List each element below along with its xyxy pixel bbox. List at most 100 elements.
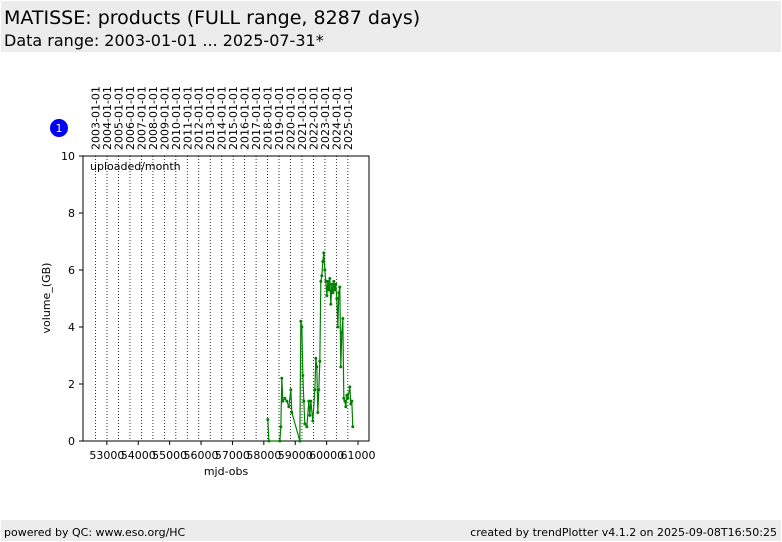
year-label: 2016-01-01: [239, 86, 252, 150]
y-tick-label: 8: [68, 207, 75, 220]
data-point: [299, 319, 303, 323]
x-tick-label: 60000: [309, 449, 344, 462]
x-tick-label: 55000: [152, 449, 187, 462]
year-label: 2012-01-01: [193, 86, 206, 150]
data-point: [351, 425, 355, 429]
year-label: 2020-01-01: [284, 86, 297, 150]
data-point: [344, 405, 348, 409]
y-tick-label: 6: [68, 264, 75, 277]
x-tick-label: 57000: [215, 449, 250, 462]
x-tick-label: 56000: [184, 449, 219, 462]
data-point: [266, 418, 270, 422]
year-label: 2022-01-01: [307, 86, 320, 150]
badge-label[interactable]: 1: [56, 122, 63, 135]
data-point: [327, 288, 331, 292]
data-point: [317, 388, 321, 392]
data-point: [348, 385, 352, 389]
year-label: 2021-01-01: [296, 86, 309, 150]
data-point: [316, 411, 320, 414]
data-point: [331, 291, 335, 295]
page-title: MATISSE: products (FULL range, 8287 days…: [4, 7, 420, 29]
data-point: [319, 279, 323, 283]
data-point: [345, 393, 349, 397]
y-tick-label: 2: [68, 378, 75, 391]
y-tick-label: 10: [61, 150, 75, 163]
data-point: [328, 277, 332, 281]
x-axis-label: mjd-obs: [204, 465, 249, 478]
data-point: [333, 288, 337, 292]
data-point: [325, 294, 329, 298]
year-label: 2023-01-01: [319, 86, 332, 150]
data-point: [287, 405, 291, 409]
year-label: 2025-01-01: [342, 86, 355, 150]
footer-band: [1, 520, 781, 541]
data-point: [303, 422, 307, 426]
data-point: [302, 399, 306, 403]
data-point: [350, 399, 354, 403]
data-point: [332, 279, 336, 283]
x-tick-label: 54000: [121, 449, 156, 462]
data-point: [280, 376, 284, 380]
year-label: 2009-01-01: [158, 86, 171, 150]
data-point: [313, 388, 317, 392]
footer-right: created by trendPlotter v4.1.2 on 2025-0…: [470, 526, 777, 539]
data-point: [322, 251, 326, 255]
data-point: [330, 282, 334, 286]
data-point: [318, 359, 322, 363]
year-label: 2013-01-01: [204, 86, 217, 150]
data-point: [337, 291, 341, 295]
data-point: [323, 268, 327, 272]
year-label: 2024-01-01: [330, 86, 343, 150]
data-point: [336, 325, 340, 329]
data-point: [285, 399, 289, 403]
data-point: [329, 302, 333, 306]
series-line: [267, 252, 354, 442]
y-axis-label: volume_(GB): [40, 263, 53, 334]
data-point: [342, 396, 346, 400]
data-point: [340, 331, 344, 335]
data-point: [335, 297, 339, 300]
data-point: [279, 425, 283, 429]
year-label: 2017-01-01: [250, 86, 263, 150]
footer-left: powered by QC: www.eso.org/HC: [4, 526, 186, 539]
x-tick-label: 53000: [89, 449, 124, 462]
year-label: 2018-01-01: [262, 86, 275, 150]
data-point: [298, 439, 302, 443]
data-point: [311, 419, 315, 423]
x-tick-label: 61000: [341, 449, 376, 462]
year-label: 2008-01-01: [147, 86, 160, 150]
data-point: [346, 396, 350, 400]
year-label: 2011-01-01: [181, 86, 194, 150]
y-tick-label: 4: [68, 321, 75, 334]
x-tick-label: 58000: [246, 449, 281, 462]
data-point: [339, 365, 343, 369]
data-point: [326, 279, 330, 283]
annotation: uploaded/month: [90, 160, 181, 173]
data-point: [305, 425, 309, 429]
year-label: 2003-01-01: [90, 86, 103, 150]
data-point: [278, 439, 282, 443]
data-point: [267, 439, 271, 443]
data-point: [343, 399, 347, 403]
x-tick-label: 59000: [278, 449, 313, 462]
data-point: [334, 282, 338, 286]
badge[interactable]: [50, 119, 68, 137]
data-point: [281, 399, 285, 403]
data-point: [300, 325, 304, 329]
data-point: [283, 396, 287, 400]
data-point: [290, 411, 294, 414]
data-point: [308, 413, 312, 417]
data-point: [338, 285, 342, 289]
data-point: [320, 274, 324, 278]
year-label: 2005-01-01: [113, 86, 126, 150]
year-label: 2019-01-01: [273, 86, 286, 150]
year-label: 2007-01-01: [135, 86, 148, 150]
data-point: [341, 316, 345, 320]
header-band: [1, 1, 781, 52]
data-point: [309, 399, 313, 403]
data-point: [321, 259, 325, 263]
data-point: [314, 356, 318, 360]
page-subtitle: Data range: 2003-01-01 ... 2025-07-31*: [4, 31, 324, 50]
year-label: 2006-01-01: [124, 86, 137, 150]
